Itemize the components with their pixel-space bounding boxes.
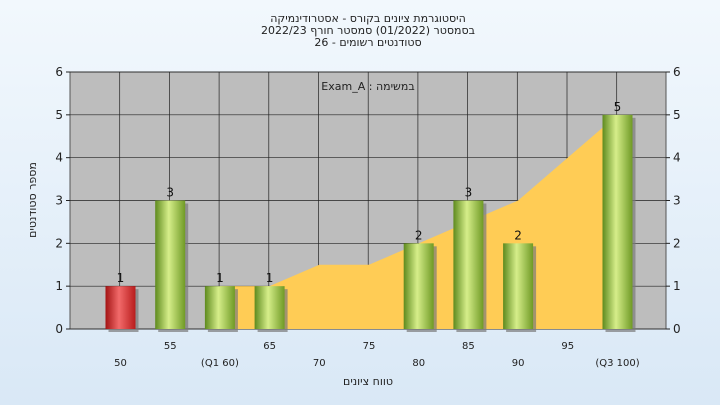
y-tick-label-right: 6 (673, 65, 681, 79)
y-tick-label-left: 1 (55, 279, 63, 293)
bar-value-labels: 1 3 1 1 2 3 2 5 (117, 100, 622, 285)
y-tick-label-left: 4 (55, 151, 63, 165)
x-tick-label: (Q1 60) (201, 358, 239, 369)
bar (453, 200, 484, 329)
x-axis-label: טווח ציונים (343, 375, 393, 388)
bar-value-label: 2 (514, 228, 522, 242)
x-tick-label: 85 (462, 341, 475, 352)
x-tick-label: 65 (263, 341, 276, 352)
y-tick-label-right: 2 (673, 236, 681, 250)
x-tick-label: 70 (313, 358, 326, 369)
bar (403, 243, 434, 329)
x-tick-label: 75 (363, 341, 376, 352)
bar-value-label: 3 (465, 186, 473, 200)
bar (602, 114, 633, 329)
chart-title-line-3: 26 - סטודנטים רשומים (314, 36, 421, 49)
x-tick-label: (Q3 100) (595, 358, 639, 369)
chart-title: היסטוגרמת ציונים בקורס - אסטרודינמיקה בס… (261, 12, 475, 49)
x-tick-label: 95 (561, 341, 574, 352)
y-tick-label-right: 1 (673, 279, 681, 293)
y-axis-label: מספר סטודנטים (26, 162, 39, 238)
x-tick-label: 80 (412, 358, 425, 369)
x-tick-label: 55 (164, 341, 177, 352)
bar-value-label: 5 (614, 100, 622, 114)
y-tick-label-left: 2 (55, 236, 63, 250)
y-tick-label-left: 0 (55, 322, 63, 336)
y-tick-label-right: 0 (673, 322, 681, 336)
y-tick-label-left: 3 (55, 194, 63, 208)
chart-title-line-2: בסמסטר (01/2022) סמסטר חורף 2022/23 (261, 24, 475, 37)
bar (155, 200, 186, 329)
x-tick-label: 90 (512, 358, 525, 369)
bar-highlight (105, 286, 136, 329)
bar (254, 286, 285, 329)
y-tick-label-right: 5 (673, 108, 681, 122)
bar-value-label: 3 (166, 186, 174, 200)
bar-value-label: 2 (415, 228, 423, 242)
bar-value-label: 1 (117, 271, 125, 285)
y-tick-label-right: 4 (673, 151, 681, 165)
bar (503, 243, 534, 329)
bar (204, 286, 235, 329)
x-tick-label: 50 (114, 358, 127, 369)
assignment-label: Exam_A : במשימה (321, 80, 414, 93)
bar-value-label: 1 (216, 271, 224, 285)
y-tick-label-left: 5 (55, 108, 63, 122)
y-tick-label-left: 6 (55, 65, 63, 79)
y-tick-label-right: 3 (673, 194, 681, 208)
chart-title-line-1: היסטוגרמת ציונים בקורס - אסטרודינמיקה (270, 12, 466, 25)
bar-series (105, 114, 636, 332)
bar-value-label: 1 (266, 271, 274, 285)
